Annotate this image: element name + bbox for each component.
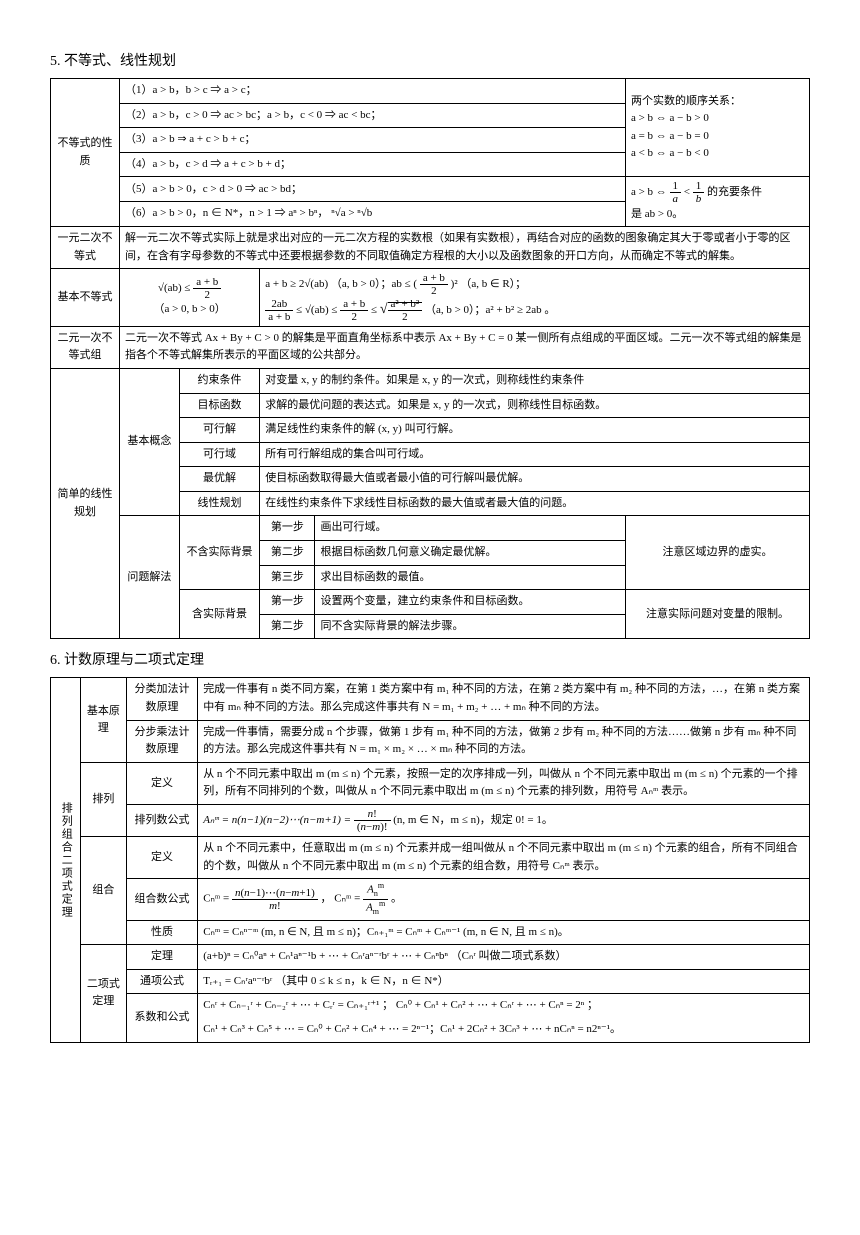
label-linear-prog: 简单的线性规划 bbox=[51, 368, 120, 639]
lp-region: 可行域 bbox=[179, 442, 259, 467]
label-main: 排列组合二项式定理 bbox=[51, 678, 81, 1042]
prop-2: （2）a > b，c > 0 ⇒ ac > bc；a > b，c < 0 ⇒ a… bbox=[119, 103, 625, 128]
bi-left-b: （a > 0, b > 0） bbox=[153, 303, 225, 315]
lp-lp: 线性规划 bbox=[179, 491, 259, 516]
lp-note1: 注意区域边界的虚实。 bbox=[625, 516, 809, 590]
row-prop1: 不等式的性质 （1）a > b，b > c ⇒ a > c； 两个实数的顺序关系… bbox=[51, 79, 810, 104]
bi-right2-b: ≤ bbox=[371, 304, 380, 316]
table-inequality: 不等式的性质 （1）a > b，b > c ⇒ a > c； 两个实数的顺序关系… bbox=[50, 78, 810, 639]
order4-a: a > b ⇔ bbox=[631, 187, 670, 199]
lp-step2: 第二步 bbox=[260, 541, 315, 566]
prop-5: （5）a > b > 0，c > d > 0 ⇒ ac > bd； bbox=[119, 177, 625, 202]
prop-6: （6）a > b > 0，n ∈ N*，n > 1 ⇒ aⁿ > bⁿ， ⁿ√a… bbox=[119, 202, 625, 227]
bin-general-t: Tᵣ₊₁ = Cₙʳaⁿ⁻ʳbʳ （其中 0 ≤ k ≤ n，k ∈ N，n ∈… bbox=[198, 969, 810, 994]
label-lp-basic: 基本概念 bbox=[119, 368, 179, 516]
table-counting: 排列组合二项式定理 基本原理 分类加法计数原理 完成一件事有 n 类不同方案，在… bbox=[50, 677, 810, 1042]
lp-step3-t: 求出目标函数的最值。 bbox=[315, 565, 626, 590]
lp-with-bg: 含实际背景 bbox=[179, 590, 259, 639]
perm-def-t: 从 n 个不同元素中取出 m (m ≤ n) 个元素，按照一定的次序排成一列，叫… bbox=[198, 762, 810, 804]
label-2var-ineq: 二元一次不等式组 bbox=[51, 326, 120, 368]
lp-step1-t: 画出可行域。 bbox=[315, 516, 626, 541]
perm-f-a: Aₙᵐ = n(n−1)(n−2)⋯(n−m+1) = bbox=[203, 814, 354, 826]
comb-f-b: ， Cₙᵐ = bbox=[321, 893, 364, 905]
order4-b: 的充要条件 bbox=[707, 187, 762, 199]
label-basic-ineq: 基本不等式 bbox=[51, 269, 120, 326]
prop6-b: ⁿ√a > ⁿ√b bbox=[331, 207, 372, 219]
basic-ineq-left: √(ab) ≤ a + b2 （a > 0, b > 0） bbox=[119, 269, 259, 326]
order-1: a > b ⇔ a − b > 0 bbox=[631, 112, 709, 124]
lp-objective: 目标函数 bbox=[179, 393, 259, 418]
prop6-a: （6）a > b > 0，n ∈ N*，n > 1 ⇒ aⁿ > bⁿ， bbox=[125, 207, 328, 219]
2var-ineq-text: 二元一次不等式 Ax + By + C > 0 的解集是平面直角坐标系中表示 A… bbox=[119, 326, 809, 368]
prop-1: （1）a > b，b > c ⇒ a > c； bbox=[119, 79, 625, 104]
basic-ineq-right: a + b ≥ 2√(ab) （a, b > 0）；ab ≤ ( a + b2 … bbox=[260, 269, 810, 326]
comb-f-a: Cₙᵐ = bbox=[203, 893, 232, 905]
lp-optimal-t: 使目标函数取得最大值或者最小值的可行解叫最优解。 bbox=[260, 467, 810, 492]
section-5-title: 5. 不等式、线性规划 bbox=[50, 50, 810, 70]
prop-3: （3）a > b ⇒ a + c > b + c； bbox=[119, 128, 625, 153]
comb-property-t: Cₙᵐ = Cₙⁿ⁻ᵐ (m, n ∈ N, 且 m ≤ n)；Cₙ₊₁ᵐ = … bbox=[198, 920, 810, 945]
lp-bstep1-t: 设置两个变量，建立约束条件和目标函数。 bbox=[315, 590, 626, 615]
section-6-title: 6. 计数原理与二项式定理 bbox=[50, 649, 810, 669]
bi-right-a: a + b ≥ 2√(ab) （a, b > 0）；ab ≤ ( bbox=[265, 278, 417, 290]
lp-bstep2: 第二步 bbox=[260, 614, 315, 639]
comb-def: 定义 bbox=[126, 837, 197, 879]
lp-lp-t: 在线性约束条件下求线性目标函数的最大值或者最大值的问题。 bbox=[260, 491, 810, 516]
lp-bstep2-t: 同不含实际背景的解法步骤。 bbox=[315, 614, 626, 639]
label-lp-method: 问题解法 bbox=[119, 516, 179, 639]
comb-formula: 组合数公式 bbox=[126, 879, 197, 920]
label-combination: 组合 bbox=[80, 837, 126, 945]
order-title: 两个实数的顺序关系： bbox=[631, 95, 741, 107]
perm-f-b: (n, m ∈ N，m ≤ n)，规定 0! = 1。 bbox=[393, 814, 553, 826]
bin-sum-t1: Cₙʳ + Cₙ₋₁ʳ + Cₙ₋₂ʳ + ⋯ + Cᵣʳ = Cₙ₊₁ʳ⁺¹ … bbox=[198, 994, 810, 1018]
bi-right-b: )² （a, b ∈ R）； bbox=[451, 278, 527, 290]
bin-theorem: 定理 bbox=[126, 945, 197, 970]
comb-f-c: 。 bbox=[391, 893, 402, 905]
prop-4: （4）a > b，c > d ⇒ a + c > b + d； bbox=[119, 152, 625, 177]
comb-def-t: 从 n 个不同元素中，任意取出 m (m ≤ n) 个元素并成一组叫做从 n 个… bbox=[198, 837, 810, 879]
lp-optimal: 最优解 bbox=[179, 467, 259, 492]
lp-no-bg: 不含实际背景 bbox=[179, 516, 259, 590]
bin-sum: 系数和公式 bbox=[126, 994, 197, 1042]
lp-feasible: 可行解 bbox=[179, 418, 259, 443]
lp-objective-t: 求解的最优问题的表达式。如果是 x, y 的一次式，则称线性目标函数。 bbox=[260, 393, 810, 418]
quadratic-text: 解一元二次不等式实际上就是求出对应的一元二次方程的实数根（如果有实数根），再结合… bbox=[119, 227, 809, 269]
order-4: a > b ⇔ 1a < 1b 的充要条件 是 ab > 0。 bbox=[625, 177, 809, 227]
lp-constraint-t: 对变量 x, y 的制约条件。如果是 x, y 的一次式，则称线性约束条件 bbox=[260, 368, 810, 393]
bi-right2-c: （a, b > 0）；a² + b² ≥ 2ab 。 bbox=[425, 304, 555, 316]
label-binomial: 二项式定理 bbox=[80, 945, 126, 1042]
order4-c: 是 ab > 0。 bbox=[631, 208, 683, 220]
lp-note2: 注意实际问题对变量的限制。 bbox=[625, 590, 809, 639]
bin-general: 通项公式 bbox=[126, 969, 197, 994]
mul-principle-t: 完成一件事情，需要分成 n 个步骤，做第 1 步有 m₁ 种不同的方法，做第 2… bbox=[198, 720, 810, 762]
label-permutation: 排列 bbox=[80, 762, 126, 836]
bi-left-a: √(ab) ≤ bbox=[158, 282, 193, 294]
bin-theorem-t: (a+b)ⁿ = Cₙ⁰aⁿ + Cₙ¹aⁿ⁻¹b + ⋯ + Cₙʳaⁿ⁻ʳb… bbox=[198, 945, 810, 970]
label-inequality-props: 不等式的性质 bbox=[51, 79, 120, 227]
comb-property: 性质 bbox=[126, 920, 197, 945]
label-quadratic: 一元二次不等式 bbox=[51, 227, 120, 269]
order-3: a < b ⇔ a − b < 0 bbox=[631, 147, 709, 159]
mul-principle: 分步乘法计数原理 bbox=[126, 720, 197, 762]
comb-formula-t: Cₙᵐ = n(n−1)⋯(n−m+1)m! ， Cₙᵐ = AnmAmm 。 bbox=[198, 879, 810, 920]
lp-step1: 第一步 bbox=[260, 516, 315, 541]
lp-constraint: 约束条件 bbox=[179, 368, 259, 393]
bin-sum-t2: Cₙ¹ + Cₙ³ + Cₙ⁵ + ⋯ = Cₙ⁰ + Cₙ² + Cₙ⁴ + … bbox=[198, 1018, 810, 1042]
order-2: a = b ⇔ a − b = 0 bbox=[631, 130, 709, 142]
lp-step2-t: 根据目标函数几何意义确定最优解。 bbox=[315, 541, 626, 566]
perm-formula-t: Aₙᵐ = n(n−1)(n−2)⋯(n−m+1) = n!(n−m)! (n,… bbox=[198, 805, 810, 837]
perm-def: 定义 bbox=[126, 762, 197, 804]
lp-bstep1: 第一步 bbox=[260, 590, 315, 615]
bi-right2-a: ≤ √(ab) ≤ bbox=[296, 304, 340, 316]
perm-formula: 排列数公式 bbox=[126, 805, 197, 837]
order-relations: 两个实数的顺序关系： a > b ⇔ a − b > 0 a = b ⇔ a −… bbox=[625, 79, 809, 177]
add-principle: 分类加法计数原理 bbox=[126, 678, 197, 720]
lp-feasible-t: 满足线性约束条件的解 (x, y) 叫可行解。 bbox=[260, 418, 810, 443]
add-principle-t: 完成一件事有 n 类不同方案，在第 1 类方案中有 m₁ 种不同的方法，在第 2… bbox=[198, 678, 810, 720]
lp-step3: 第三步 bbox=[260, 565, 315, 590]
lp-region-t: 所有可行解组成的集合叫可行域。 bbox=[260, 442, 810, 467]
label-basic-principle: 基本原理 bbox=[80, 678, 126, 762]
